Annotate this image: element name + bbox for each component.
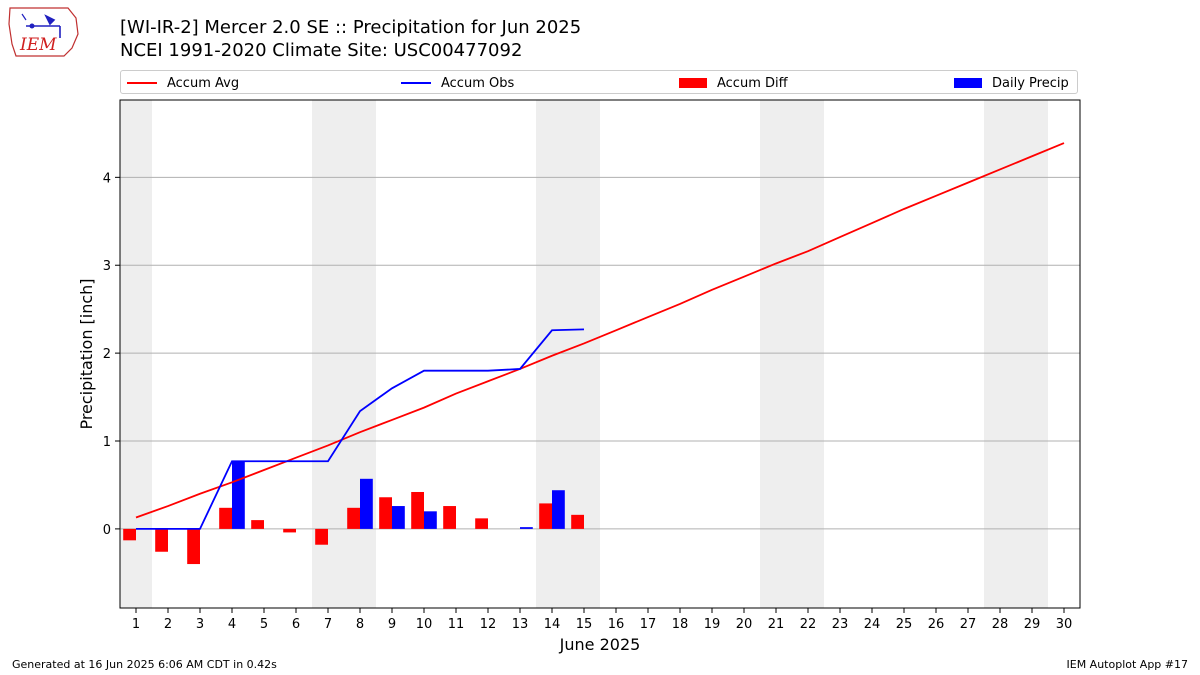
x-tick-label: 19	[704, 617, 721, 632]
diff-bar	[539, 503, 552, 529]
diff-bar	[251, 520, 264, 529]
legend-swatch-daily	[954, 78, 982, 88]
diff-bar	[187, 528, 200, 565]
y-tick-label: 1	[103, 435, 111, 450]
daily-precip-bar	[552, 490, 565, 529]
diff-bar	[411, 491, 424, 529]
accum-obs-line	[136, 328, 585, 530]
x-tick-label: 9	[388, 617, 396, 632]
legend-accum-avg: Accum Avg	[127, 74, 239, 92]
y-axis-label: Precipitation [inch]	[77, 278, 96, 429]
iem-logo: IEM	[8, 7, 79, 57]
x-tick-label: 28	[992, 617, 1009, 632]
legend-accum-diff: Accum Diff	[679, 74, 788, 92]
daily-precip-bar	[232, 461, 245, 529]
x-tick-label: 30	[1056, 617, 1073, 632]
chart-title: [WI-IR-2] Mercer 2.0 SE :: Precipitation…	[120, 17, 582, 38]
weekend-band	[120, 100, 152, 608]
legend-accum-obs: Accum Obs	[401, 74, 514, 92]
svg-text:IEM: IEM	[19, 35, 57, 55]
x-tick-label: 18	[672, 617, 689, 632]
weekend-band	[536, 100, 600, 608]
legend-swatch-obs	[401, 82, 431, 84]
x-tick-label: 22	[800, 617, 817, 632]
x-tick-label: 11	[448, 617, 465, 632]
daily-precip-bar	[392, 506, 405, 529]
x-tick-label: 1	[132, 617, 140, 632]
x-tick-label: 4	[228, 617, 236, 632]
x-tick-label: 13	[512, 617, 529, 632]
legend-label-avg: Accum Avg	[167, 75, 240, 91]
weekend-band	[760, 100, 824, 608]
x-axis-label: June 2025	[559, 635, 641, 654]
y-tick-label: 2	[103, 347, 111, 362]
x-tick-label: 16	[608, 617, 625, 632]
x-tick-label: 14	[544, 617, 561, 632]
x-tick-label: 15	[576, 617, 593, 632]
diff-bar	[571, 514, 584, 529]
x-tick-label: 26	[928, 617, 945, 632]
x-tick-label: 12	[480, 617, 497, 632]
chart-subtitle: NCEI 1991-2020 Climate Site: USC00477092	[120, 40, 523, 61]
y-tick-label: 0	[103, 523, 111, 538]
x-tick-label: 3	[196, 617, 204, 632]
x-tick-label: 20	[736, 617, 753, 632]
legend-swatch-avg	[127, 82, 157, 84]
x-tick-label: 29	[1024, 617, 1041, 632]
diff-bar	[283, 528, 296, 533]
x-tick-label: 27	[960, 617, 977, 632]
x-tick-label: 8	[356, 617, 364, 632]
diff-bar	[155, 528, 168, 552]
footer-app: IEM Autoplot App #17	[1066, 658, 1189, 671]
x-tick-label: 6	[292, 617, 300, 632]
x-tick-label: 2	[164, 617, 172, 632]
plot-frame	[119, 99, 1081, 609]
diff-bar	[347, 507, 360, 529]
diff-bar	[443, 506, 456, 529]
diff-bar	[123, 528, 136, 541]
x-tick-label: 10	[416, 617, 433, 632]
diff-bar	[475, 518, 488, 529]
y-tick-label: 3	[103, 259, 111, 274]
footer-generated: Generated at 16 Jun 2025 6:06 AM CDT in …	[12, 658, 277, 671]
diff-bar	[315, 528, 328, 545]
legend-label-daily: Daily Precip	[992, 75, 1069, 91]
weekend-band	[984, 100, 1048, 608]
x-tick-label: 24	[864, 617, 881, 632]
daily-precip-bar	[424, 511, 437, 529]
daily-precip-bar	[520, 527, 533, 529]
x-tick-label: 7	[324, 617, 332, 632]
x-tick-label: 25	[896, 617, 913, 632]
x-tick-label: 23	[832, 617, 849, 632]
diff-bar	[379, 497, 392, 529]
y-tick-label: 4	[103, 171, 111, 186]
x-tick-label: 5	[260, 617, 268, 632]
legend-label-diff: Accum Diff	[717, 75, 788, 91]
legend-swatch-diff	[679, 78, 707, 88]
x-tick-label: 17	[640, 617, 657, 632]
diff-bar	[219, 507, 232, 529]
legend-label-obs: Accum Obs	[441, 75, 515, 91]
x-tick-label: 21	[768, 617, 785, 632]
daily-precip-bar	[360, 478, 373, 529]
chart-legend: Accum Avg Accum Obs Accum Diff Daily Pre…	[120, 70, 1078, 94]
legend-daily-precip: Daily Precip	[954, 74, 1069, 92]
accum-avg-line	[135, 142, 1065, 519]
